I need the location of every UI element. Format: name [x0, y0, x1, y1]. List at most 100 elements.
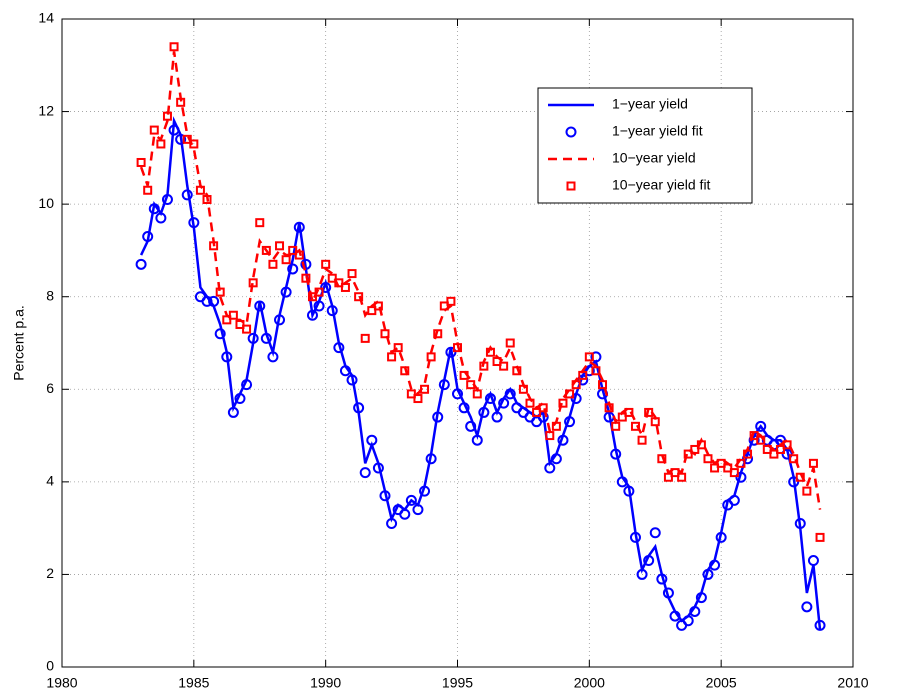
data-point	[359, 467, 371, 479]
data-point	[201, 295, 213, 307]
legend-label: 1−year yield	[612, 96, 688, 112]
data-point	[445, 346, 457, 358]
data-point	[690, 444, 700, 454]
data-point	[598, 380, 608, 390]
y-tick-label: 12	[38, 102, 54, 118]
data-point	[458, 402, 470, 414]
data-point	[775, 444, 785, 454]
data-point	[525, 398, 535, 408]
data-point	[715, 531, 727, 543]
legend-swatch	[566, 181, 576, 191]
data-point	[623, 485, 635, 497]
data-point	[629, 531, 641, 543]
data-point	[248, 278, 258, 288]
data-point	[307, 292, 317, 302]
data-point	[156, 139, 166, 149]
data-point	[412, 504, 424, 516]
data-point	[696, 440, 706, 450]
data-point	[807, 555, 819, 567]
y-tick-label: 0	[46, 658, 54, 674]
data-point	[288, 245, 298, 255]
data-point	[762, 444, 772, 454]
series-line	[139, 51, 822, 510]
data-point	[571, 380, 581, 390]
data-point	[544, 462, 556, 474]
data-point	[426, 352, 436, 362]
data-point	[227, 406, 239, 418]
x-tick-label: 1985	[178, 675, 209, 691]
data-point	[682, 615, 694, 627]
legend-label: 1−year yield fit	[612, 123, 703, 139]
data-point	[611, 421, 621, 431]
data-point	[749, 431, 759, 441]
data-point	[406, 389, 416, 399]
data-point	[300, 258, 312, 270]
data-point	[610, 448, 622, 460]
data-point	[565, 389, 575, 399]
data-point	[387, 352, 397, 362]
data-point	[360, 333, 370, 343]
data-point	[313, 300, 325, 312]
y-tick-label: 6	[46, 380, 54, 396]
data-point	[354, 292, 364, 302]
data-point	[287, 263, 299, 275]
legend-label: 10−year yield fit	[612, 177, 711, 193]
data-point	[142, 231, 154, 243]
data-point	[584, 352, 594, 362]
y-tick-label: 10	[38, 195, 54, 211]
data-point	[545, 431, 555, 441]
data-point	[400, 366, 410, 376]
y-tick-label: 14	[38, 10, 54, 26]
data-point	[195, 185, 205, 195]
data-point	[209, 241, 219, 251]
data-point	[472, 389, 482, 399]
data-point	[624, 407, 634, 417]
data-point	[136, 157, 146, 167]
data-point	[808, 458, 818, 468]
data-point	[617, 412, 627, 422]
data-point	[637, 435, 647, 445]
data-point	[306, 309, 318, 321]
data-point	[815, 532, 825, 542]
data-point	[366, 434, 378, 446]
data-point	[743, 449, 753, 459]
data-point	[670, 468, 680, 478]
data-point	[261, 245, 271, 255]
data-point	[275, 241, 285, 251]
data-point	[234, 393, 246, 405]
data-point	[755, 420, 767, 432]
data-point	[695, 592, 707, 604]
data-point	[557, 434, 569, 446]
data-point	[657, 454, 667, 464]
data-point	[293, 221, 305, 233]
data-point	[260, 332, 272, 344]
data-point	[702, 568, 714, 580]
data-point	[419, 485, 431, 497]
data-point	[432, 411, 444, 423]
data-point	[723, 463, 733, 473]
data-point	[756, 435, 766, 445]
legend-swatch	[565, 126, 577, 138]
data-point	[644, 407, 654, 417]
data-point	[143, 185, 153, 195]
data-point	[372, 462, 384, 474]
data-point	[662, 587, 674, 599]
data-point	[604, 403, 614, 413]
data-point	[649, 527, 661, 539]
data-point	[334, 278, 344, 288]
data-point	[728, 494, 740, 506]
data-point	[208, 295, 220, 307]
data-point	[801, 601, 813, 613]
data-point	[735, 471, 747, 483]
data-point	[485, 347, 495, 357]
data-point	[399, 508, 411, 520]
data-point	[512, 366, 522, 376]
data-point	[433, 329, 443, 339]
data-point	[479, 361, 489, 371]
data-point	[689, 605, 701, 617]
data-point	[453, 343, 462, 353]
data-point	[703, 454, 713, 464]
data-point	[736, 458, 746, 468]
data-point	[558, 398, 568, 408]
x-tick-label: 1990	[310, 675, 341, 691]
